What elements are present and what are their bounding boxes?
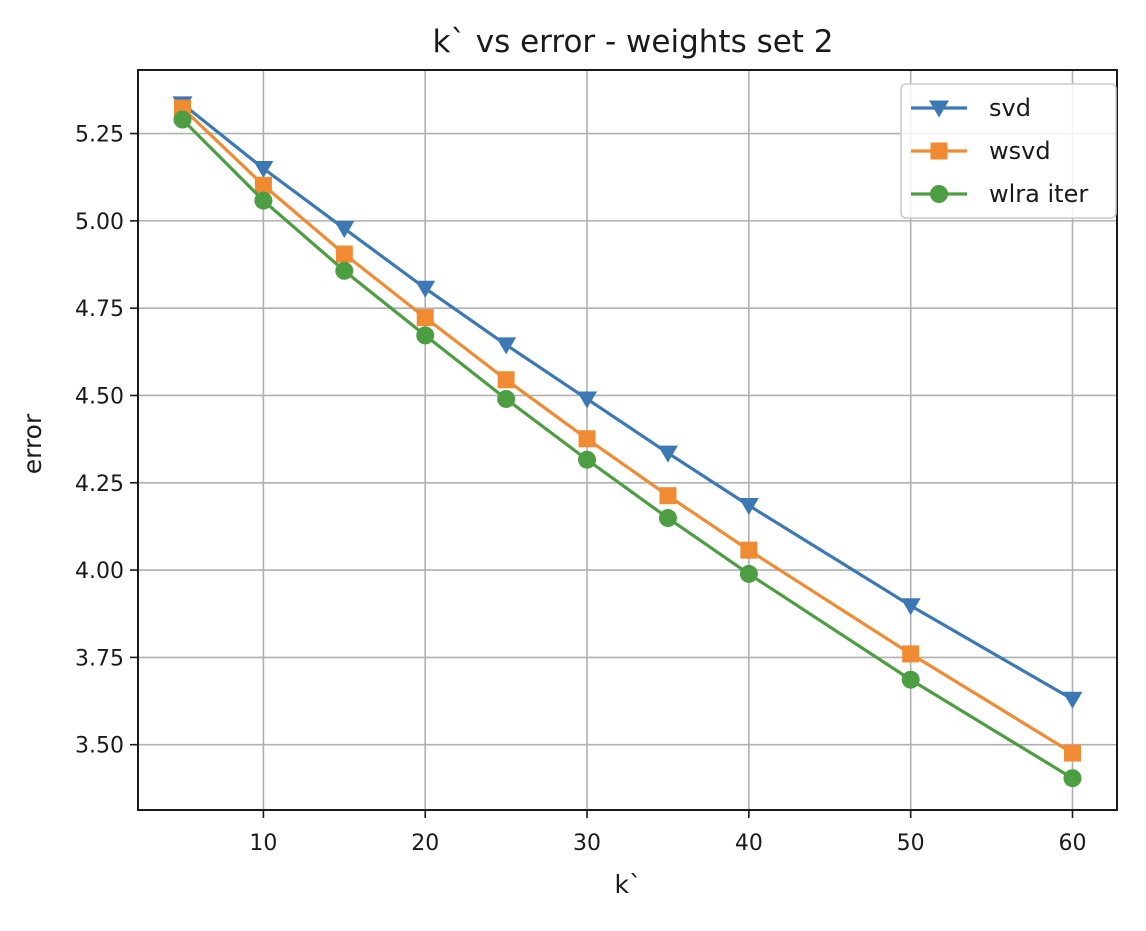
- legend-item-wlra-iter: wlra iter: [911, 180, 1088, 208]
- y-tick-label: 3.50: [75, 734, 124, 759]
- series-line-wlra-iter: [181, 118, 1074, 780]
- y-tick-label: 4.50: [75, 384, 124, 409]
- data-point-svd: [253, 160, 274, 178]
- data-point-svd: [738, 497, 759, 515]
- legend-label: svd: [989, 94, 1031, 122]
- series-wlra-iter: [173, 110, 1082, 788]
- series-line-wsvd: [181, 106, 1074, 755]
- data-point-svd: [1062, 691, 1083, 709]
- data-point-svd: [577, 391, 598, 409]
- data-point-wlra-iter: [739, 564, 758, 583]
- series-wsvd: [174, 99, 1081, 762]
- legend-label: wlra iter: [989, 180, 1088, 208]
- x-tick-label: 10: [249, 831, 277, 856]
- legend-label: wsvd: [989, 137, 1051, 165]
- x-tick-label: 60: [1059, 831, 1087, 856]
- data-point-wlra-iter: [658, 509, 677, 528]
- y-tick-label: 5.25: [75, 123, 124, 148]
- data-point-wlra-iter: [1063, 769, 1082, 788]
- data-point-svd: [900, 598, 921, 616]
- x-tick-label: 40: [735, 831, 763, 856]
- legend: svd wsvd wlra iter: [900, 83, 1117, 219]
- y-axis-label: error: [18, 413, 47, 474]
- x-tick-label: 30: [573, 831, 601, 856]
- data-point-wsvd: [578, 430, 596, 448]
- plot-area-frame: [137, 69, 1118, 811]
- legend-marker: [930, 185, 948, 203]
- data-point-wlra-iter: [173, 110, 192, 129]
- axis-ticks: 10 20 30 40 50 60 3.50 3.75 4.00 4.25 4.50 4.75 5.00…: [75, 123, 1086, 856]
- x-tick-label: 20: [411, 831, 439, 856]
- data-point-wlra-iter: [416, 326, 435, 345]
- data-point-wlra-iter: [335, 261, 354, 280]
- series-group: [172, 96, 1083, 788]
- data-point-svd: [657, 445, 678, 463]
- data-point-svd: [496, 337, 517, 355]
- y-tick-label: 3.75: [75, 646, 124, 671]
- legend-frame: [900, 83, 1117, 219]
- data-point-wlra-iter: [578, 450, 597, 469]
- legend-marker: [930, 142, 948, 160]
- x-axis-label: k`: [615, 870, 642, 899]
- legend-item-wsvd: wsvd: [911, 137, 1051, 165]
- data-point-wsvd: [416, 309, 434, 327]
- data-point-wsvd: [335, 245, 353, 263]
- y-tick-label: 4.25: [75, 472, 124, 497]
- data-point-svd: [334, 221, 355, 239]
- y-tick-label: 5.00: [75, 210, 124, 235]
- legend-item-svd: svd: [911, 94, 1031, 122]
- data-point-wsvd: [740, 541, 758, 559]
- data-point-svd: [415, 280, 436, 298]
- data-point-wlra-iter: [254, 191, 273, 210]
- x-tick-label: 50: [897, 831, 925, 856]
- y-tick-label: 4.00: [75, 559, 124, 584]
- series-line-svd: [181, 102, 1074, 701]
- data-point-wsvd: [659, 487, 677, 505]
- data-point-wlra-iter: [901, 670, 920, 689]
- data-point-wsvd: [254, 176, 272, 194]
- legend-marker: [929, 100, 949, 118]
- data-point-wsvd: [497, 371, 515, 389]
- data-point-wlra-iter: [497, 389, 516, 408]
- data-point-wsvd: [1064, 744, 1081, 762]
- y-tick-label: 4.75: [75, 297, 124, 322]
- data-point-wsvd: [902, 645, 920, 663]
- chart-title: k` vs error - weights set 2: [432, 24, 833, 60]
